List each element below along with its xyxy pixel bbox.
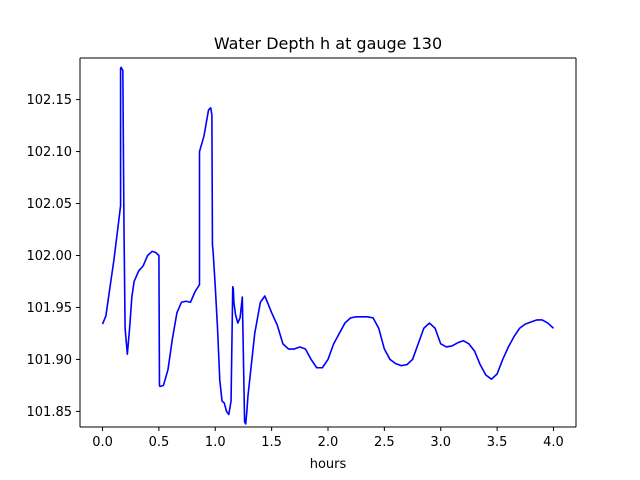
- x-tick-label: 3.5: [487, 435, 508, 450]
- y-tick-label: 102.10: [27, 145, 73, 160]
- chart-title: Water Depth h at gauge 130: [214, 34, 442, 53]
- y-tick-label: 102.15: [27, 93, 73, 108]
- axes-frame: [79, 57, 577, 428]
- x-tick-label: 3.0: [430, 435, 451, 450]
- x-tick-label: 1.5: [261, 435, 282, 450]
- y-tick-label: 101.95: [27, 301, 73, 316]
- y-tick-label: 102.00: [27, 249, 73, 264]
- y-axis-ticks: 101.85 101.90 101.95 102.00 102.05 102.10 102.…: [27, 93, 80, 420]
- plot-area: [80, 58, 576, 427]
- x-tick-label: 1.0: [205, 435, 226, 450]
- x-tick-label: 2.5: [374, 435, 395, 450]
- x-axis-ticks: 0.0 0.5 1.0 1.5 2.0 2.5 3.0 3.5 4.0: [92, 427, 564, 450]
- x-tick-label: 2.0: [318, 435, 339, 450]
- x-tick-label: 0.0: [92, 435, 113, 450]
- x-axis-label: hours: [310, 457, 347, 472]
- y-tick-label: 101.90: [27, 353, 73, 368]
- y-tick-label: 101.85: [27, 405, 73, 420]
- x-tick-label: 0.5: [149, 435, 170, 450]
- series-line-0: [101, 66, 554, 425]
- series-layer: [101, 66, 554, 425]
- x-tick-label: 4.0: [543, 435, 564, 450]
- y-tick-label: 102.05: [27, 197, 73, 212]
